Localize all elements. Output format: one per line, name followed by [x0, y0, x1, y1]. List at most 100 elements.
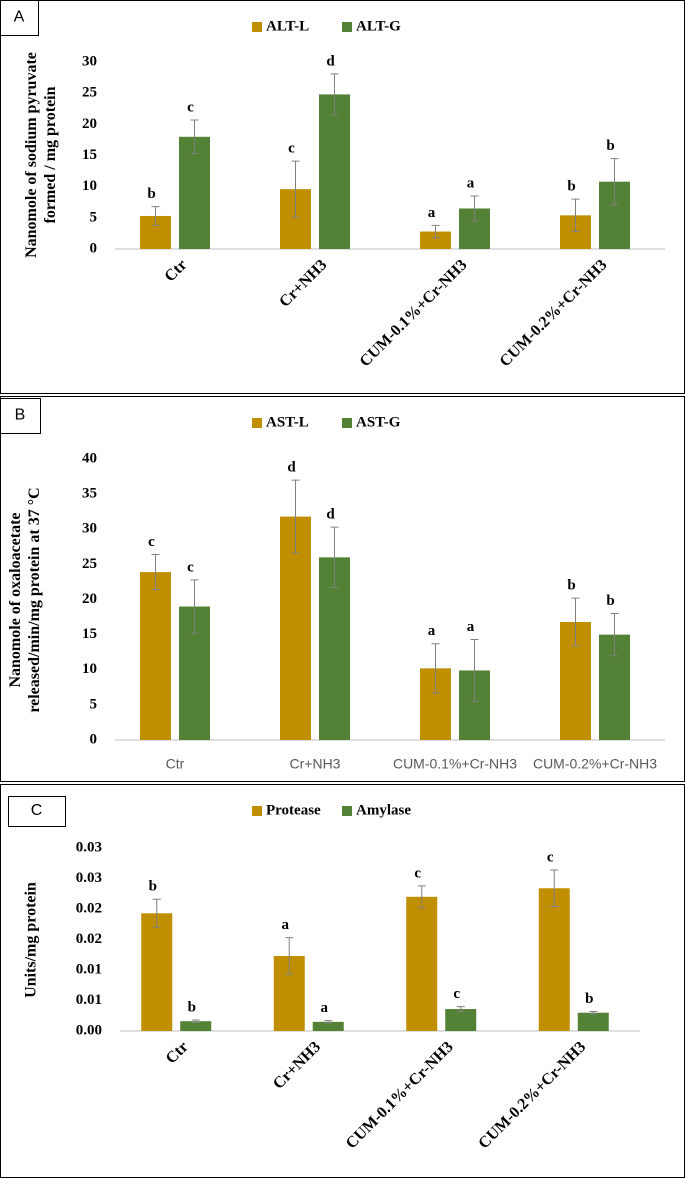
panel-frame: [0, 784, 685, 1178]
significance-letter: b: [606, 593, 614, 609]
error-bar: [330, 73, 339, 116]
error-bar: [151, 554, 160, 591]
legend-swatch: [342, 22, 352, 32]
significance-letter: b: [149, 879, 157, 895]
panel-label-box: [0, 0, 39, 36]
x-tick-label: CUM-0.2%+Cr-NH3: [475, 1038, 589, 1152]
x-tick-label: CUM-0.2%+Cr-NH3: [497, 256, 611, 370]
error-bar: [152, 898, 161, 928]
significance-letter: a: [321, 1000, 329, 1016]
y-tick-label: 0.01: [76, 961, 102, 977]
bar: [538, 888, 570, 1031]
x-tick-label: Ctr: [166, 756, 185, 772]
error-bar: [571, 198, 580, 233]
significance-letter: c: [453, 986, 460, 1002]
error-bar: [291, 479, 300, 554]
significance-letter: d: [326, 53, 335, 69]
x-tick-label: CUM-0.1%+Cr-NH3: [357, 256, 471, 370]
significance-letter: c: [187, 99, 194, 115]
significance-letter: a: [428, 623, 436, 639]
error-bar: [417, 885, 426, 909]
significance-letter: c: [148, 534, 155, 550]
error-bar: [431, 224, 440, 239]
legend-swatch: [252, 22, 262, 32]
error-bar: [470, 195, 479, 222]
legend-swatch: [342, 418, 352, 428]
error-bar: [550, 869, 559, 908]
y-tick-label: 0.03: [76, 870, 102, 886]
bar: [141, 913, 173, 1031]
y-tick-label: 0.02: [76, 931, 102, 947]
bar: [179, 136, 210, 249]
significance-letter: b: [567, 179, 575, 195]
significance-letter: c: [547, 849, 554, 865]
error-bar: [190, 119, 199, 155]
y-tick-label: 0: [90, 731, 98, 747]
significance-letter: a: [467, 175, 475, 191]
x-tick-label: Cr+NH3: [276, 256, 330, 310]
legend-swatch: [252, 806, 262, 816]
y-axis-label: Nanomole of sodium pyruvate: [23, 52, 40, 258]
legend-label: ALT-G: [356, 18, 401, 34]
legend-label: AST-G: [356, 414, 401, 430]
y-tick-label: 15: [82, 147, 97, 163]
bar: [319, 94, 350, 249]
significance-letter: b: [147, 186, 155, 202]
y-tick-label: 30: [82, 521, 97, 537]
significance-letter: c: [187, 559, 194, 575]
significance-letter: b: [567, 578, 575, 594]
x-tick-label: Cr+NH3: [270, 1038, 324, 1092]
y-axis-label: Units/mg protein: [23, 882, 40, 998]
y-tick-label: 20: [82, 116, 97, 132]
legend-swatch: [252, 418, 262, 428]
significance-letter: c: [414, 865, 421, 881]
error-bar: [589, 1010, 598, 1015]
y-tick-label: 25: [82, 556, 97, 572]
x-tick-label: CUM-0.1%+Cr-NH3: [393, 756, 517, 772]
y-tick-label: 20: [82, 591, 97, 607]
significance-letter: b: [585, 991, 593, 1007]
y-tick-label: 0.00: [76, 1022, 102, 1038]
error-bar: [291, 160, 300, 218]
bar: [140, 572, 171, 740]
y-axis-label: released/min/mg protein at 37 °C: [26, 487, 43, 712]
y-tick-label: 35: [82, 486, 97, 502]
legend-label: ALT-L: [266, 18, 309, 34]
legend-swatch: [342, 806, 352, 816]
error-bar: [190, 579, 199, 634]
error-bar: [151, 206, 160, 226]
x-tick-label: CUM-0.2%+Cr-NH3: [533, 756, 657, 772]
significance-letter: c: [288, 141, 295, 157]
legend-label: Protease: [266, 802, 321, 818]
error-bar: [285, 937, 294, 975]
bar: [420, 231, 451, 249]
y-tick-label: 0: [90, 240, 98, 256]
y-tick-label: 5: [90, 209, 98, 225]
y-tick-label: 15: [82, 626, 97, 642]
x-tick-label: Ctr: [163, 1038, 192, 1067]
panel-label-box: [8, 796, 66, 827]
y-tick-label: 25: [82, 85, 97, 101]
x-tick-label: Cr+NH3: [290, 756, 341, 772]
bar: [180, 1021, 212, 1031]
panel-label: A: [14, 9, 25, 26]
y-tick-label: 30: [82, 53, 97, 69]
significance-letter: a: [428, 205, 436, 221]
error-bar: [610, 158, 619, 206]
error-bar: [330, 526, 339, 589]
panel-label: C: [31, 802, 43, 819]
legend-label: AST-L: [266, 414, 309, 430]
legend-label: Amylase: [356, 802, 411, 818]
significance-letter: d: [287, 460, 296, 476]
y-tick-label: 40: [82, 450, 97, 466]
significance-letter: a: [282, 917, 290, 933]
error-bar: [431, 643, 440, 694]
significance-letter: b: [606, 138, 614, 154]
bar: [406, 896, 438, 1031]
significance-letter: b: [188, 999, 196, 1015]
bar: [577, 1012, 609, 1031]
panel-label-box: [0, 398, 41, 434]
significance-letter: d: [326, 507, 335, 523]
error-bar: [456, 1006, 465, 1012]
